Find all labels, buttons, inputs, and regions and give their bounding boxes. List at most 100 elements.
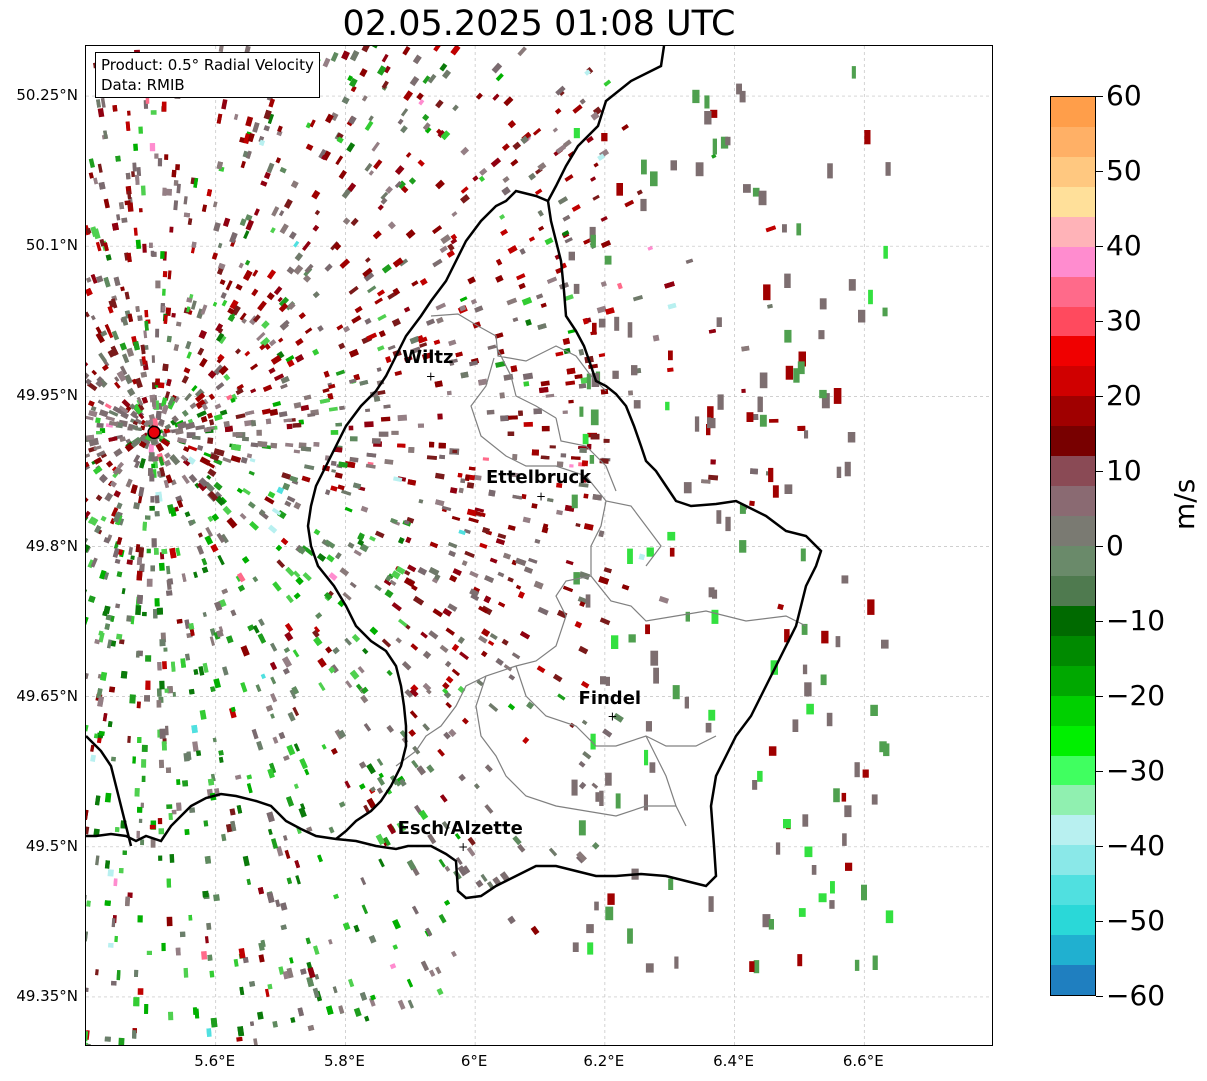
echo-cell — [330, 429, 339, 435]
echo-cell — [86, 894, 87, 902]
echo-cell — [273, 286, 283, 296]
echo-cell — [199, 709, 207, 720]
echo-cell — [167, 270, 172, 280]
echo-cell — [274, 373, 285, 382]
echo-cell — [255, 684, 262, 693]
echo-cell — [293, 501, 302, 510]
echo-cell — [444, 865, 451, 872]
echo-cell — [285, 594, 294, 604]
echo-cell — [104, 792, 112, 803]
echo-cell — [293, 592, 301, 600]
echo-cell — [213, 678, 222, 689]
echo-cell — [229, 808, 236, 816]
echo-cell — [425, 318, 436, 326]
echo-cell — [590, 733, 596, 750]
echo-cell — [486, 409, 495, 415]
echo-cell — [478, 175, 485, 182]
echo-cell — [287, 302, 296, 310]
echo-cell — [507, 431, 515, 436]
echo-cell — [158, 418, 165, 426]
echo-cell — [100, 330, 108, 337]
echo-cell — [405, 152, 412, 158]
echo-cell — [286, 877, 293, 885]
echo-cell — [488, 702, 499, 713]
echo-cell — [137, 403, 145, 411]
echo-cell — [94, 525, 102, 534]
echo-cell — [233, 113, 239, 121]
map-area[interactable]: + + + + — [85, 45, 993, 1046]
echo-cell — [124, 291, 130, 300]
echo-cell — [510, 158, 519, 167]
echo-cell — [292, 649, 300, 658]
echo-cell — [141, 611, 147, 617]
echo-cell — [882, 307, 888, 317]
echo-cell — [219, 279, 226, 286]
echo-cell — [133, 454, 141, 463]
echo-cell — [202, 890, 209, 898]
echo-cell — [181, 474, 190, 485]
echo-cell — [578, 760, 586, 768]
echo-cell — [115, 467, 123, 475]
echo-cell — [338, 169, 347, 180]
colorbar-tick — [1096, 771, 1103, 772]
echo-cell — [501, 186, 511, 196]
echo-cell — [652, 334, 660, 342]
echo-cell — [150, 250, 155, 257]
radar-site-marker: ++++ — [147, 369, 617, 854]
colorbar-segment — [1051, 186, 1095, 218]
echo-cell — [586, 924, 594, 934]
echo-cell — [459, 304, 467, 312]
echo-cell — [88, 438, 99, 447]
echo-cell — [372, 230, 382, 240]
echo-cell — [829, 900, 835, 909]
echo-cell — [650, 650, 659, 666]
echo-cell — [127, 313, 134, 323]
echo-cell — [154, 495, 160, 504]
echo-cell — [173, 343, 180, 352]
lat-tick-label: 49.95°N — [16, 386, 78, 405]
echo-cell — [474, 305, 484, 313]
echo-cell — [213, 481, 223, 491]
echo-cell — [482, 527, 490, 534]
echo-cell — [256, 332, 266, 342]
echo-cell — [209, 636, 216, 646]
echo-cell — [305, 143, 314, 151]
echo-cell — [95, 241, 102, 252]
echo-cell — [389, 579, 397, 586]
echo-cell — [268, 98, 276, 108]
echo-cell — [226, 394, 233, 401]
echo-cell — [111, 466, 118, 473]
echo-cell — [134, 460, 141, 469]
colorbar-tick-label: −30 — [1106, 754, 1166, 787]
echo-cell — [331, 747, 338, 755]
colorbar-segment — [1051, 845, 1095, 876]
echo-cell — [534, 188, 543, 196]
echo-cell — [152, 418, 159, 428]
echo-cell — [107, 869, 114, 877]
colorbar-segment — [1051, 815, 1095, 846]
echo-cell — [219, 409, 228, 416]
echo-cell — [258, 509, 266, 516]
echo-cell — [457, 865, 468, 877]
echo-cell — [188, 310, 193, 315]
echo-cell — [495, 657, 504, 666]
echo-cell — [86, 461, 90, 470]
echo-cell — [295, 354, 305, 363]
echo-cell — [498, 601, 506, 608]
echo-cell — [183, 367, 191, 374]
echo-cell — [161, 548, 168, 555]
echo-cell — [167, 396, 175, 406]
echo-cell — [116, 970, 121, 981]
echo-cell — [129, 403, 136, 410]
echo-cell — [103, 572, 110, 580]
echo-cell — [96, 688, 103, 699]
echo-cell — [325, 646, 333, 654]
echo-cell — [241, 436, 249, 442]
echo-cell — [116, 214, 121, 221]
echo-cell — [236, 487, 243, 494]
city-marker: + — [536, 489, 546, 503]
echo-cell — [489, 632, 498, 641]
echo-cell — [841, 575, 849, 584]
echo-cell — [156, 700, 162, 708]
echo-cell — [798, 908, 806, 917]
